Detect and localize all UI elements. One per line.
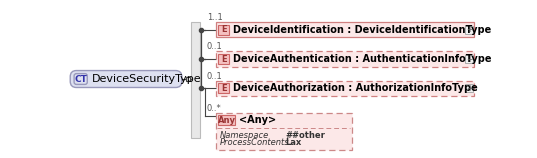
Text: DeviceAuthorization : AuthorizationInfoType: DeviceAuthorization : AuthorizationInfoT… — [233, 83, 478, 93]
Text: E: E — [221, 25, 227, 34]
Bar — [466, 26, 473, 34]
Bar — [218, 83, 229, 93]
Bar — [216, 22, 474, 37]
Text: 0..1: 0..1 — [207, 72, 222, 81]
Bar — [218, 25, 229, 35]
Text: ##other: ##other — [286, 131, 325, 140]
Text: 0..1: 0..1 — [207, 42, 222, 51]
Bar — [218, 115, 235, 125]
Text: DeviceAuthentication : AuthenticationInfoType: DeviceAuthentication : AuthenticationInf… — [233, 54, 491, 64]
FancyBboxPatch shape — [74, 74, 88, 84]
Text: +: + — [466, 25, 473, 34]
Text: DeviceIdentification : DeviceIdentificationType: DeviceIdentification : DeviceIdentificat… — [233, 25, 491, 35]
Text: DeviceSecurityType: DeviceSecurityType — [92, 74, 201, 84]
Bar — [218, 54, 229, 64]
Bar — [191, 22, 200, 138]
Bar — [186, 77, 190, 81]
Text: 1..1: 1..1 — [207, 13, 222, 22]
Bar — [466, 84, 473, 92]
Text: +: + — [466, 84, 473, 93]
Text: CT: CT — [74, 75, 87, 84]
Text: 0..*: 0..* — [207, 104, 221, 113]
Text: +: + — [466, 55, 473, 64]
Bar — [216, 113, 352, 150]
Text: <Any>: <Any> — [239, 115, 277, 125]
Bar — [216, 51, 474, 67]
Bar — [216, 81, 474, 96]
Text: E: E — [221, 84, 227, 93]
Bar — [466, 55, 473, 63]
Text: Any: Any — [218, 116, 236, 125]
Text: Namespace: Namespace — [220, 131, 269, 140]
Text: Lax: Lax — [286, 138, 302, 147]
Text: ProcessContents: ProcessContents — [220, 138, 289, 147]
FancyBboxPatch shape — [70, 71, 182, 88]
Text: E: E — [221, 55, 227, 64]
